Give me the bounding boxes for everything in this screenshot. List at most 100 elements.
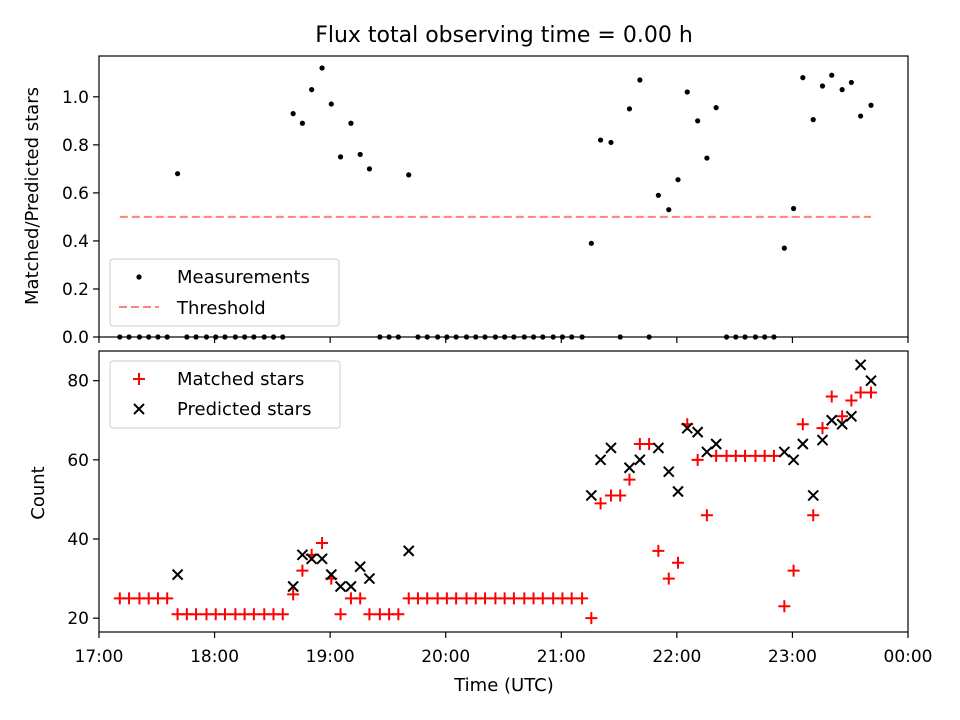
y-tick-label: 1.0 bbox=[62, 88, 89, 108]
legend-marker-predicted bbox=[133, 403, 145, 415]
measurement-point bbox=[540, 334, 546, 340]
measurement-point bbox=[348, 120, 354, 126]
legend-label-predicted: Predicted stars bbox=[177, 399, 311, 420]
measurement-point bbox=[435, 334, 441, 340]
measurement-point bbox=[588, 240, 594, 246]
x-axis-label: Time (UTC) bbox=[453, 675, 554, 696]
matched-point bbox=[816, 422, 829, 435]
matched-point bbox=[623, 473, 636, 486]
legend-top: Measurements Threshold bbox=[109, 258, 340, 327]
predicted-point bbox=[354, 560, 366, 573]
predicted-point bbox=[836, 418, 848, 430]
measurement-point bbox=[655, 192, 661, 198]
measurement-point bbox=[819, 83, 826, 89]
measurement-point bbox=[762, 334, 768, 340]
y-tick-label: 0.8 bbox=[62, 136, 89, 156]
matched-point bbox=[739, 449, 752, 462]
y-tick-label: 0.4 bbox=[62, 232, 89, 252]
matched-point bbox=[247, 608, 260, 621]
measurement-point bbox=[453, 334, 459, 340]
predicted-point bbox=[681, 422, 693, 434]
measurement-point bbox=[213, 334, 219, 340]
y-tick-label: 0.6 bbox=[62, 184, 89, 204]
predicted-point bbox=[287, 580, 299, 593]
measurement-point bbox=[473, 334, 479, 340]
predicted-point bbox=[710, 438, 722, 450]
measurement-point bbox=[839, 87, 845, 93]
measurement-point bbox=[155, 334, 161, 340]
matched-point bbox=[691, 453, 704, 466]
predicted-point bbox=[296, 549, 309, 561]
predicted-point bbox=[363, 572, 376, 585]
matched-point bbox=[450, 592, 463, 605]
measurement-point bbox=[752, 334, 759, 340]
measurement-point bbox=[377, 334, 383, 340]
matched-point bbox=[276, 608, 289, 621]
legend-box-top bbox=[109, 258, 340, 327]
measurement-point bbox=[723, 334, 730, 340]
matched-point bbox=[662, 572, 675, 585]
predicted-point bbox=[605, 442, 617, 454]
x-tick-label: 21:00 bbox=[537, 647, 586, 667]
measurement-point bbox=[810, 117, 816, 123]
predicted-point bbox=[594, 454, 607, 466]
legend-box-bottom bbox=[109, 360, 341, 429]
matched-point bbox=[565, 592, 578, 605]
measurement-point bbox=[328, 101, 334, 107]
predicted-point bbox=[787, 454, 800, 466]
measurement-point bbox=[492, 334, 499, 340]
measurement-point bbox=[319, 65, 325, 71]
matched-point bbox=[767, 449, 780, 462]
measurement-point bbox=[415, 334, 421, 340]
measurement-point bbox=[559, 334, 566, 340]
matched-point bbox=[536, 592, 549, 605]
measurement-point bbox=[550, 334, 556, 340]
matched-point bbox=[296, 564, 309, 577]
legend-label-measurements: Measurements bbox=[177, 267, 310, 288]
matched-point bbox=[218, 608, 231, 621]
x-tick-label: 20:00 bbox=[421, 647, 470, 667]
measurement-point bbox=[270, 334, 277, 340]
predicted-point bbox=[797, 438, 809, 450]
plot-area-bottom: 20 40 60 80 17:00 18:00 19:00 20:00 21:00 22:00 23… bbox=[67, 350, 933, 667]
matched-point bbox=[614, 489, 627, 502]
measurement-point bbox=[858, 113, 864, 119]
measurement-point bbox=[511, 334, 517, 340]
measurement-point bbox=[290, 111, 296, 117]
predicted-point bbox=[663, 466, 675, 478]
measurement-point bbox=[164, 334, 170, 340]
measurement-point bbox=[232, 334, 238, 340]
measurement-point bbox=[868, 102, 874, 108]
measurement-point bbox=[463, 334, 470, 340]
measurement-point bbox=[424, 334, 430, 340]
matched-point bbox=[652, 544, 665, 557]
measurement-point bbox=[146, 334, 152, 340]
predicted-point bbox=[778, 446, 791, 458]
measurements-panel: Flux total observing time = 0.00 h 0.00.… bbox=[22, 23, 909, 348]
measurement-point bbox=[126, 334, 132, 340]
measurement-point bbox=[713, 105, 719, 111]
measurement-point bbox=[502, 334, 508, 340]
matched-point bbox=[845, 394, 858, 407]
measurement-point bbox=[222, 334, 228, 340]
legend-marker-matched bbox=[133, 373, 145, 385]
measurement-point bbox=[829, 72, 835, 78]
x-tick-label: 18:00 bbox=[190, 647, 239, 667]
predicted-point bbox=[634, 454, 646, 466]
legend-marker-measurements bbox=[136, 274, 142, 280]
measurement-point bbox=[309, 87, 315, 93]
measurement-point bbox=[695, 118, 701, 124]
counts-panel: 20 40 60 80 17:00 18:00 19:00 20:00 21:00 22:00 23… bbox=[28, 350, 933, 696]
measurement-point bbox=[337, 154, 344, 160]
matched-point bbox=[190, 608, 203, 621]
predicted-point bbox=[325, 568, 338, 581]
y-tick-label: 40 bbox=[67, 530, 89, 550]
measurement-point bbox=[579, 334, 585, 340]
measurement-point bbox=[242, 334, 248, 340]
predicted-point bbox=[826, 414, 838, 426]
matched-point bbox=[700, 509, 713, 522]
predicted-point bbox=[672, 485, 684, 498]
matched-point bbox=[287, 588, 300, 601]
measurement-point bbox=[203, 334, 210, 340]
